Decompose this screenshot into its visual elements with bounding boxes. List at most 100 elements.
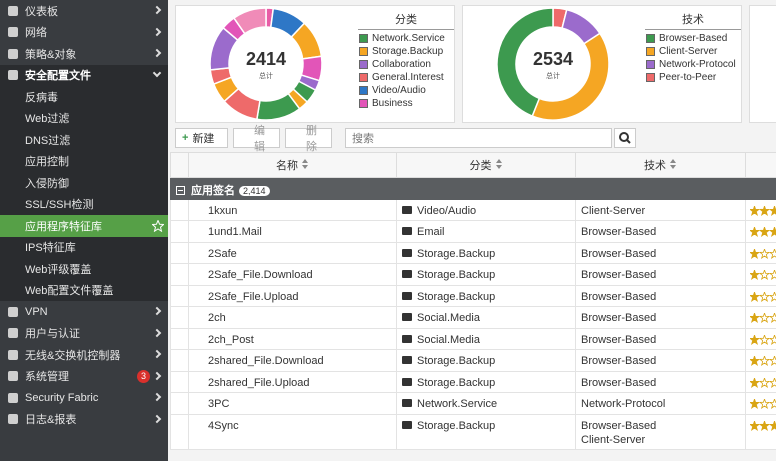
table-row[interactable]: 2Safe Storage.Backup Browser-Based [170, 241, 776, 264]
star [758, 290, 771, 302]
risk-stars [748, 397, 776, 409]
nav-icon [8, 371, 18, 382]
nav-item[interactable]: 仪表板 [0, 0, 168, 22]
nav-subitem[interactable]: 入侵防御 [0, 172, 168, 194]
main: 2414 总计 分类 Network.Service Storage.Backup Col… [168, 0, 776, 461]
legend-swatch [646, 34, 655, 43]
legend-swatch [359, 73, 368, 82]
nav-item[interactable]: VPN [0, 301, 168, 323]
technology-label: Browser-Based [581, 226, 657, 238]
name-cell: 2Safe_File.Upload [188, 284, 397, 307]
name-cell: 2shared_File.Download [188, 349, 397, 372]
legend-swatch [646, 60, 655, 69]
nav-label: 无线&交换机控制器 [25, 349, 121, 362]
technology-cell: Browser-Based [575, 349, 746, 372]
table-row[interactable]: 4Sync Storage.Backup Browser-Based Client-S… [170, 413, 776, 450]
star [748, 311, 761, 323]
table-row[interactable]: 2ch Social.Media Browser-Based [170, 306, 776, 329]
risk-stars [748, 333, 776, 345]
nav-subitem[interactable]: IPS特征库 [0, 236, 168, 258]
donut-total: 2414 [246, 49, 286, 69]
search-input[interactable]: 搜索 [345, 128, 612, 148]
nav-item[interactable]: 无线&交换机控制器 [0, 344, 168, 366]
nav-item[interactable]: Security Fabric [0, 387, 168, 409]
header-cell[interactable]: 分类 [396, 152, 576, 178]
table-row[interactable]: 2shared_File.Upload Storage.Backup Browser… [170, 370, 776, 393]
header-row: 名称 分类 技术 [170, 152, 776, 178]
nav-label: 策略&对象 [25, 48, 77, 61]
nav-item[interactable]: 系统管理 3 [0, 366, 168, 388]
name-cell: 2Safe [188, 241, 397, 264]
star [758, 354, 771, 366]
category-label: Social.Media [417, 333, 480, 346]
name-cell: 1und1.Mail [188, 220, 397, 243]
nav-subitem[interactable]: Web过滤 [0, 107, 168, 129]
technology-cell: Browser-Based Client-Server [575, 413, 746, 450]
technology-cell: Browser-Based [575, 220, 746, 243]
cell [170, 263, 189, 286]
folder-icon [402, 399, 412, 407]
header-cell[interactable]: 名称 [188, 152, 397, 178]
risk-cell [745, 392, 776, 415]
table-row[interactable]: 2Safe_File.Upload Storage.Backup Browser-B… [170, 284, 776, 307]
delete-button[interactable]: 删除 [285, 125, 332, 153]
group-cell: 应用签名 2,414 [170, 177, 776, 200]
category-label: Social.Media [417, 312, 480, 324]
nav-item[interactable]: 策略&对象 [0, 43, 168, 65]
risk-cell [745, 413, 776, 450]
risk-cell [745, 349, 776, 372]
folder-icon [402, 377, 412, 386]
nav-subitem[interactable]: 应用程序特征库 [0, 215, 168, 237]
star [768, 397, 776, 409]
table-row[interactable]: 2Safe_File.Download Storage.Backup Browser… [170, 263, 776, 286]
nav-item[interactable]: 用户与认证 [0, 323, 168, 345]
risk-cell [745, 220, 776, 243]
nav-item[interactable]: 日志&报表 [0, 409, 168, 431]
nav-subitem[interactable]: 反病毒 [0, 86, 168, 108]
donut-total: 2534 [533, 49, 573, 69]
nav-subitem[interactable]: DNS过滤 [0, 129, 168, 151]
nav-subitem[interactable]: 应用控制 [0, 150, 168, 172]
legend-swatch [359, 34, 368, 43]
donut-segment [496, 7, 554, 117]
group-row: 应用签名 2,414 [170, 177, 776, 200]
nav-subitem[interactable]: Web评级覆盖 [0, 258, 168, 280]
table-row[interactable]: 2ch_Post Social.Media Browser-Based [170, 327, 776, 350]
category-label: Storage.Backup [417, 269, 496, 281]
chevron [152, 5, 162, 15]
nav-item[interactable]: 网络 [0, 22, 168, 44]
technology-cell: Browser-Based [575, 306, 746, 329]
table-row[interactable]: 3PC Network.Service Network-Protocol [170, 392, 776, 415]
new-button[interactable]: + 新建 [175, 128, 228, 148]
chevron [152, 68, 162, 77]
nav-label: 安全配置文件 [25, 70, 91, 83]
folder-icon [402, 356, 412, 364]
nav-subitem[interactable]: SSL/SSH检测 [0, 193, 168, 215]
table-row[interactable]: 1und1.Mail Email Browser-Based [170, 220, 776, 243]
nav-icon [8, 27, 18, 38]
legend-label: Storage.Backup [372, 46, 444, 57]
star [758, 247, 771, 259]
technology-label: Browser-Based [581, 312, 657, 324]
edit-button[interactable]: 编辑 [233, 125, 280, 153]
star [758, 268, 771, 280]
nav-subitem[interactable]: Web配置文件覆盖 [0, 279, 168, 301]
technology-cell: Browser-Based [575, 263, 746, 286]
risk-cell [745, 198, 776, 221]
table-row[interactable]: 2shared_File.Download Storage.Backup Brows… [170, 349, 776, 372]
search-button[interactable] [614, 128, 636, 148]
category-cell: Storage.Backup [396, 241, 576, 264]
star [758, 397, 771, 409]
table-row[interactable]: 1kxun Video/Audio Client-Server [170, 198, 776, 221]
collapse-icon[interactable] [176, 186, 185, 195]
star [758, 204, 771, 216]
name-cell: 3PC [188, 392, 397, 415]
star [152, 220, 164, 232]
cell [170, 306, 189, 329]
star [758, 376, 771, 388]
sort-arrows [302, 159, 308, 169]
nav-item[interactable]: 安全配置文件 [0, 64, 168, 86]
header-cell[interactable]: 技术 [575, 152, 746, 178]
star [758, 419, 771, 431]
sort-icon [495, 159, 502, 169]
